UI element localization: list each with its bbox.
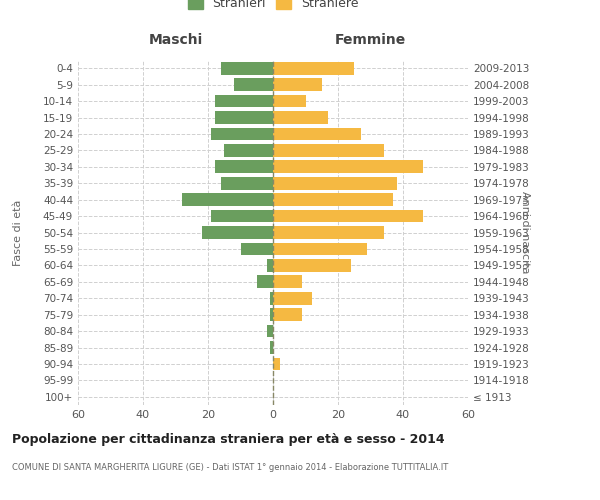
Text: Femmine: Femmine: [335, 34, 406, 48]
Bar: [211, 210, 273, 222]
Bar: [215, 94, 273, 108]
Bar: [273, 226, 383, 239]
Bar: [215, 160, 273, 173]
Bar: [270, 341, 273, 354]
Legend: Stranieri, Straniere: Stranieri, Straniere: [187, 0, 359, 10]
Bar: [273, 193, 393, 206]
Bar: [215, 111, 273, 124]
Bar: [270, 308, 273, 321]
Bar: [241, 242, 273, 256]
Bar: [234, 78, 273, 91]
Bar: [273, 128, 361, 140]
Bar: [182, 193, 273, 206]
Text: Popolazione per cittadinanza straniera per età e sesso - 2014: Popolazione per cittadinanza straniera p…: [12, 432, 445, 446]
Text: Fasce di età: Fasce di età: [13, 200, 23, 266]
Bar: [273, 62, 354, 74]
Bar: [273, 94, 305, 108]
Bar: [270, 292, 273, 304]
Bar: [221, 177, 273, 190]
Bar: [224, 144, 273, 157]
Bar: [273, 210, 422, 222]
Text: COMUNE DI SANTA MARGHERITA LIGURE (GE) - Dati ISTAT 1° gennaio 2014 - Elaborazio: COMUNE DI SANTA MARGHERITA LIGURE (GE) -…: [12, 462, 448, 471]
Bar: [273, 78, 322, 91]
Bar: [273, 308, 302, 321]
Bar: [273, 160, 422, 173]
Bar: [221, 62, 273, 74]
Bar: [273, 144, 383, 157]
Bar: [273, 276, 302, 288]
Bar: [266, 259, 273, 272]
Bar: [273, 242, 367, 256]
Bar: [273, 358, 280, 370]
Bar: [273, 111, 328, 124]
Bar: [257, 276, 273, 288]
Bar: [266, 324, 273, 338]
Bar: [273, 292, 312, 304]
Bar: [202, 226, 273, 239]
Bar: [211, 128, 273, 140]
Bar: [273, 177, 397, 190]
Bar: [273, 259, 351, 272]
Text: Maschi: Maschi: [148, 34, 203, 48]
Text: Anni di nascita: Anni di nascita: [520, 191, 530, 274]
